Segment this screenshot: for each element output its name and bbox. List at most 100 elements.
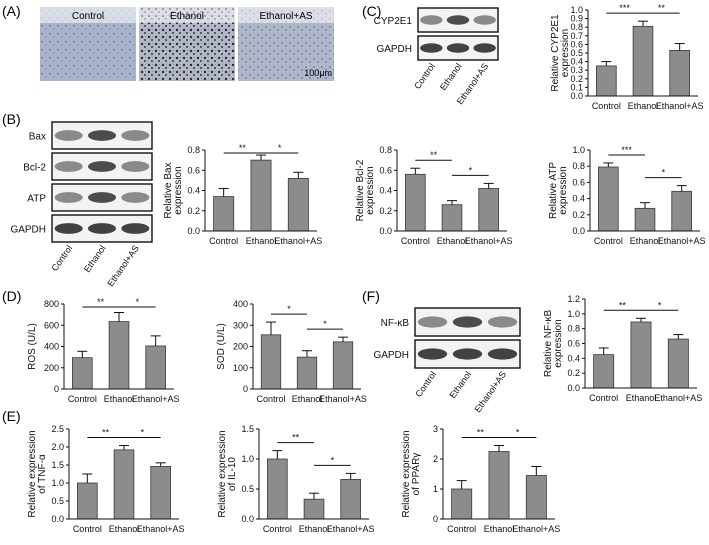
- y-tick-label-bax-0: 0.0: [187, 226, 200, 236]
- significance-label-bax-0: **: [239, 143, 247, 153]
- y-axis-label-bax-0: Relative Bax: [163, 162, 174, 218]
- y-axis-label-sod-0: SOD (U/L): [216, 323, 227, 370]
- x-tick-label-bax-2: Ethanol+AS: [274, 236, 322, 246]
- y-tick-label-ppar-1: 1: [433, 484, 438, 494]
- y-tick-label-ros-4: 800: [44, 299, 59, 309]
- blot-band-f-0-2: [487, 316, 518, 328]
- blot-band-c-1-1: [446, 43, 470, 53]
- y-axis-label-tnfa-1: of TNF-α: [37, 454, 48, 494]
- y-tick-label-bcl2-2: 0.4: [379, 186, 392, 196]
- panel-letter-d: (D): [2, 288, 21, 304]
- blot-band-b-3-2: [121, 223, 150, 234]
- bar-ros-1: [108, 321, 130, 390]
- bar-nfkb-1: [630, 321, 652, 389]
- blot-lane-label-f-1: Ethanol: [447, 369, 473, 400]
- blot-label-b-2: ATP: [27, 194, 46, 205]
- bar-il10-2: [340, 478, 361, 520]
- y-tick-label-ros-1: 200: [44, 363, 59, 373]
- y-tick-label-nfkb-2: 0.4: [567, 353, 580, 363]
- y-tick-label-sod-3: 300: [233, 320, 248, 330]
- y-tick-label-bcl2-3: 0.6: [379, 165, 392, 175]
- y-axis-label-atp-0: Relative ATP: [548, 162, 559, 219]
- y-tick-label-bax-1: 0.2: [187, 206, 200, 216]
- bar-ros-0: [72, 357, 93, 390]
- y-tick-label-bax-4: 0.8: [187, 145, 200, 155]
- bar-tnfa-2: [150, 466, 171, 520]
- chart-tnfa: 0.0 0.5 1.0 1.5 2.0 2.5 Control EthanolEthanol+…: [27, 424, 185, 534]
- bar-bcl2-2: [478, 188, 499, 232]
- x-tick-label-tnfa-0: Control: [73, 524, 102, 534]
- x-tick-label-nfkb-1: Ethanol: [626, 393, 657, 403]
- y-tick-label-tnfa-0: 0.0: [51, 514, 64, 524]
- significance-label-bax-1: *: [278, 143, 282, 153]
- x-tick-label-sod-1: Ethanol: [292, 394, 323, 404]
- bar-atp-1: [634, 207, 656, 232]
- blot-band-c-0-2: [473, 15, 496, 25]
- y-tick-label-atp-0: 0.0: [572, 226, 585, 236]
- y-tick-label-ros-3: 600: [44, 320, 59, 330]
- blot-lane-label-c-0: Control: [412, 61, 437, 91]
- x-tick-label-ros-2: Ethanol+AS: [132, 394, 180, 404]
- significance-label-nfkb-0: **: [619, 300, 627, 310]
- x-tick-label-cyp2e1-1: Ethanol: [628, 101, 659, 111]
- blot-label-f-0: NF-κB: [381, 318, 410, 329]
- y-tick-label-tnfa-5: 2.5: [51, 424, 64, 434]
- x-tick-label-ppar-2: Ethanol+AS: [512, 524, 560, 534]
- panel-letter-a: (A): [2, 3, 21, 19]
- significance-label-nfkb-1: *: [658, 300, 662, 310]
- y-tick-label-nfkb-5: 1.0: [567, 309, 580, 319]
- y-tick-label-tnfa-2: 1.0: [51, 478, 64, 488]
- bar-nfkb-0: [593, 354, 615, 389]
- scale-bar-label: 100μm: [304, 68, 332, 78]
- y-axis-label-atp-1: expression: [558, 166, 569, 214]
- x-tick-label-nfkb-0: Control: [589, 393, 618, 403]
- y-axis-label-il10-1: of IL-10: [227, 457, 238, 491]
- bar-bax-1: [250, 159, 272, 232]
- significance-label-ppar-1: *: [516, 428, 520, 438]
- blot-label-c-0: CYP2E1: [374, 16, 413, 27]
- blot-label-f-1: GAPDH: [373, 350, 409, 361]
- blot-lane-label-f-0: Control: [413, 369, 438, 399]
- bar-sod-2: [332, 341, 354, 390]
- significance-label-il10-1: *: [331, 455, 335, 465]
- y-tick-label-nfkb-4: 0.8: [567, 324, 580, 334]
- y-axis-label-cyp2e1-1: expression: [560, 29, 571, 77]
- y-axis-label-bcl2-1: expression: [365, 166, 376, 214]
- y-tick-label-ppar-2: 2: [433, 454, 438, 464]
- bar-tnfa-1: [113, 449, 135, 520]
- blot-band-c-0-1: [446, 15, 470, 25]
- y-tick-label-bcl2-0: 0.0: [379, 226, 392, 236]
- bar-bax-2: [287, 177, 309, 232]
- blot-band-b-0-2: [121, 130, 150, 141]
- y-tick-label-bcl2-1: 0.2: [379, 206, 392, 216]
- bar-bax-0: [213, 196, 235, 232]
- significance-label-tnfa-1: *: [141, 428, 145, 438]
- y-tick-label-cyp2e1-4: 0.4: [570, 57, 583, 67]
- bar-nfkb-2: [667, 338, 689, 389]
- blot-band-f-1-1: [452, 348, 483, 360]
- y-tick-label-tnfa-4: 2.0: [51, 442, 64, 452]
- significance-label-ros-1: *: [136, 297, 140, 307]
- bar-atp-2: [671, 190, 692, 232]
- y-axis-label-nfkb-1: expression: [553, 319, 564, 367]
- bar-il10-0: [267, 458, 288, 520]
- blot-label-c-1: GAPDH: [376, 44, 412, 55]
- chart-atp: 0.0 0.2 0.4 0.6 0.8 1.0 Control EthanolEthanol+…: [548, 145, 706, 246]
- y-axis-label-ppar-1: of PPARγ: [411, 453, 422, 496]
- x-tick-label-cyp2e1-2: Ethanol+AS: [656, 101, 704, 111]
- x-tick-label-sod-2: Ethanol+AS: [319, 394, 367, 404]
- blot-band-b-1-1: [88, 161, 116, 172]
- x-tick-label-atp-1: Ethanol: [630, 236, 661, 246]
- x-tick-label-bcl2-0: Control: [401, 236, 430, 246]
- x-tick-label-cyp2e1-0: Control: [592, 101, 621, 111]
- blot-lane-label-c-1: Ethanol: [438, 61, 464, 92]
- y-tick-label-ppar-0: 0: [433, 514, 438, 524]
- x-tick-label-ppar-0: Control: [447, 524, 476, 534]
- x-tick-label-il10-2: Ethanol+AS: [327, 524, 375, 534]
- x-tick-label-nfkb-2: Ethanol+AS: [654, 393, 702, 403]
- y-axis-label-tnfa-0: Relative expression: [27, 430, 38, 517]
